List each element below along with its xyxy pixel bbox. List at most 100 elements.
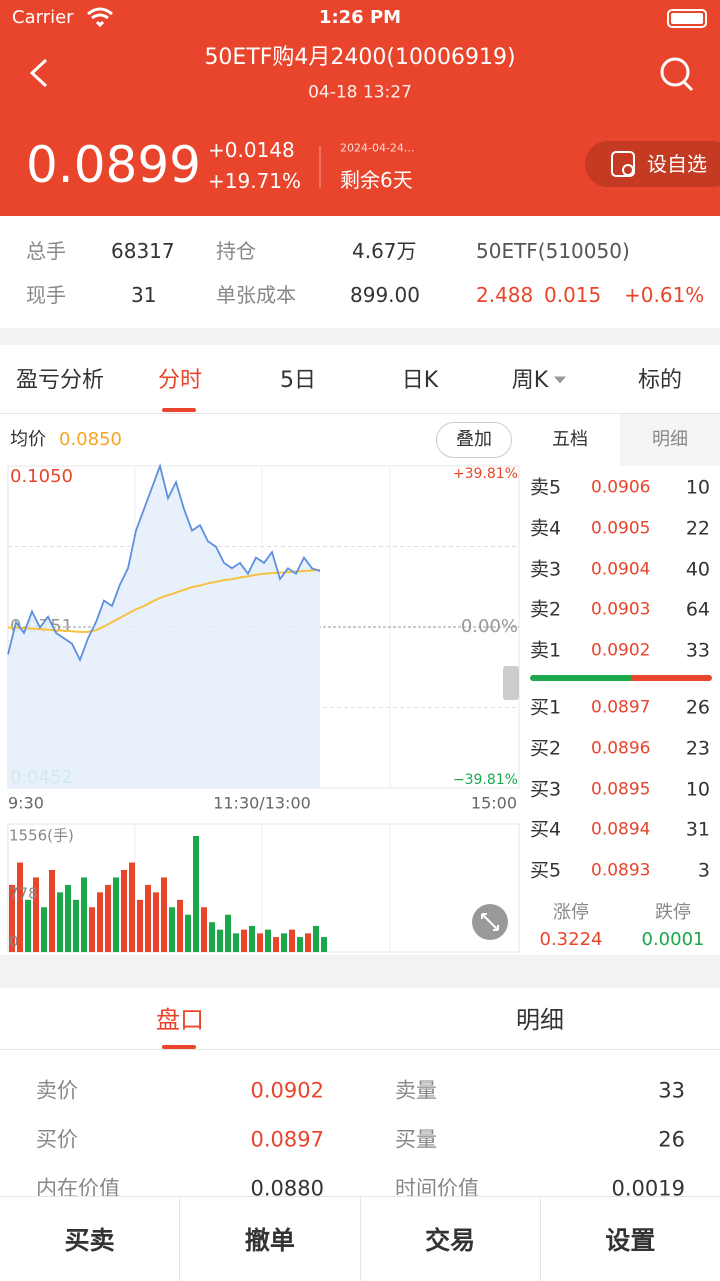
back[interactable]	[29, 58, 48, 88]
volume-bar	[105, 884, 111, 952]
volume-bar	[185, 914, 191, 952]
y-tick-label: 0.1050	[10, 466, 73, 487]
tab[interactable]: 盈亏分析	[15, 368, 105, 393]
volume-bar	[121, 869, 127, 952]
separator	[0, 328, 720, 345]
book-label: 买5	[530, 859, 562, 882]
panel-tab[interactable]: 明细	[516, 1006, 564, 1034]
underlying-pct: +0.61%	[624, 283, 705, 307]
stat-label: 单张成本	[216, 283, 296, 307]
book-price: 0.0904	[591, 559, 651, 580]
book-price: 0.0896	[591, 738, 651, 759]
book-label: 买3	[530, 778, 562, 801]
panel-border	[0, 1049, 720, 1050]
avg-line	[8, 568, 321, 633]
volume-bar	[113, 877, 119, 952]
volume-bar	[217, 929, 223, 952]
change: +0.0148	[208, 138, 295, 162]
volume-bar	[249, 925, 255, 952]
volume-bar	[169, 907, 175, 952]
panel-value: 0.0902	[250, 1078, 324, 1103]
volume-bar	[41, 907, 47, 952]
search[interactable]	[660, 57, 690, 87]
clock: 1:26 PM	[318, 7, 402, 28]
price: 0.0899	[26, 136, 201, 194]
stat-value: 899.00	[350, 283, 420, 307]
x-label: 15:00	[471, 794, 517, 813]
expiry: 2024-04-24...	[340, 141, 415, 155]
orderbook-tab-bg	[620, 414, 720, 466]
volume-bar	[25, 899, 31, 952]
stat-value: 31	[131, 283, 157, 307]
volume-bar	[17, 862, 23, 952]
limit-down: 0.0001	[641, 929, 705, 950]
book-label: 卖1	[530, 639, 562, 662]
book-qty: 64	[685, 598, 710, 621]
volume-bar	[273, 937, 279, 952]
book-qty: 3	[697, 859, 710, 882]
toolbar-button[interactable]: 设置	[539, 1197, 720, 1281]
book-qty: 40	[685, 558, 710, 581]
stat-label: 持仓	[216, 239, 256, 263]
book-qty: 26	[685, 696, 710, 719]
volume-bar	[193, 836, 199, 952]
pct-tick-label: +39.81%	[453, 466, 518, 482]
handle	[503, 666, 519, 700]
avg-label: 均价	[10, 429, 46, 450]
volume-bar	[297, 937, 303, 952]
orderbook-tab[interactable]: 明细	[652, 429, 688, 450]
limit-up: 0.3224	[539, 929, 603, 950]
tab[interactable]: 周K	[511, 368, 549, 393]
stat-label: 现手	[26, 283, 66, 307]
underlying-price: 2.488	[476, 283, 534, 307]
panel-label: 卖价	[36, 1078, 78, 1103]
x-label: 11:30/13:00	[213, 794, 311, 813]
volume-tick-label: 0	[9, 933, 19, 951]
tab[interactable]: 标的	[637, 368, 683, 393]
toolbar-button[interactable]: 交易	[359, 1197, 540, 1281]
overlay-button[interactable]: 叠加	[436, 422, 512, 458]
book-qty: 23	[685, 737, 710, 760]
tab-caret[interactable]	[554, 376, 566, 384]
tab-underline	[162, 408, 196, 412]
panel-value: 0.0897	[250, 1127, 324, 1152]
volume-bar	[65, 884, 71, 952]
tab[interactable]: 日K	[401, 368, 439, 393]
volume-bar	[209, 922, 215, 952]
stat-value: 4.67万	[352, 239, 417, 263]
book-qty: 33	[685, 639, 710, 662]
stat-label: 总手	[26, 239, 66, 263]
stat-value: 68317	[111, 239, 175, 263]
panel-value: 0.0019	[611, 1176, 685, 1201]
volume-bar	[33, 877, 39, 952]
tab-bar: 盈亏分析 分时 5日 日K 周K 标的	[0, 345, 720, 414]
volume-bar	[73, 899, 79, 952]
panel-label: 时间价值	[395, 1176, 479, 1201]
subtitle: 04-18 13:27	[308, 82, 412, 103]
volume-bar	[321, 937, 327, 952]
limit-label: 跌停	[655, 902, 691, 923]
volume-bar	[49, 869, 55, 952]
panel-tab[interactable]: 盘口	[156, 1006, 204, 1034]
book-price: 0.0906	[591, 477, 651, 498]
watch-label[interactable]: 设自选	[647, 152, 707, 176]
toolbar-button[interactable]: 撤单	[179, 1197, 359, 1281]
toolbar-button[interactable]: 买卖	[64, 1226, 115, 1255]
volume-frame	[7, 823, 520, 953]
book-qty: 31	[685, 818, 710, 841]
volume-bar	[241, 929, 247, 952]
pct-tick-label: 0.00%	[461, 616, 518, 637]
book-price: 0.0902	[591, 640, 651, 661]
orderbook-tab[interactable]: 五档	[552, 429, 588, 450]
volume-bar	[289, 929, 295, 952]
volume-tick-label: 1556(手)	[9, 827, 74, 845]
limit-label: 涨停	[553, 902, 589, 923]
tab[interactable]: 5日	[280, 368, 316, 393]
panel-underline	[162, 1045, 196, 1049]
volume-bar	[201, 907, 207, 952]
volume-bar	[97, 892, 103, 952]
book-qty: 22	[685, 517, 710, 540]
volume-bar	[257, 933, 263, 952]
tab[interactable]: 分时	[157, 368, 203, 393]
